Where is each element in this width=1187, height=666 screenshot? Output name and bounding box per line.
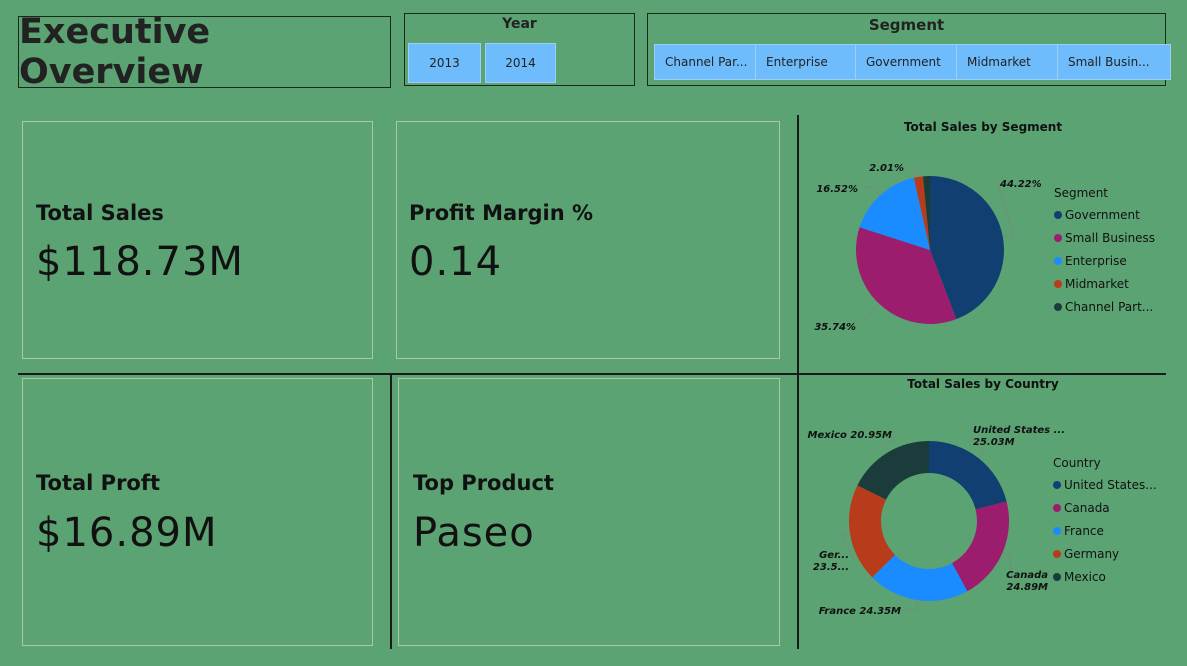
year-option-2013[interactable]: 2013: [408, 43, 481, 83]
year-slicer: Year 2013 2014: [404, 13, 635, 86]
segment-legend-item-government[interactable]: Government: [1054, 203, 1155, 226]
segment-data-label-government: 44.22%: [999, 179, 1042, 190]
country-data-label-canada-0: Canada: [1006, 570, 1048, 581]
segment-option-government[interactable]: Government: [855, 44, 968, 80]
country-legend-item-united-states[interactable]: United States...: [1053, 473, 1157, 496]
segment-legend-label-government: Government: [1065, 208, 1140, 222]
country-legend: Country United States... Canada France Germ…: [1053, 456, 1157, 588]
segment-leader-line-enterprise: [862, 186, 880, 195]
segment-legend: Segment Government Small Business Enterpri…: [1054, 186, 1155, 318]
segment-legend-item-midmarket[interactable]: Midmarket: [1054, 272, 1155, 295]
page-title: Executive Overview: [18, 16, 391, 88]
country-legend-item-germany[interactable]: Germany: [1053, 542, 1157, 565]
country-legend-dot-united-states: [1053, 481, 1061, 489]
country-legend-label-canada: Canada: [1064, 501, 1110, 515]
segment-pie-chart: Total Sales by Segment 44.22% 35.74% 16.52…: [800, 114, 1166, 372]
profit-margin-card: Profit Margin % 0.14: [396, 121, 780, 359]
profit-margin-value: 0.14: [409, 239, 502, 285]
profit-margin-label: Profit Margin %: [409, 201, 593, 225]
country-leader-line-france: [905, 600, 917, 610]
segment-legend-dot-channel-partners: [1054, 303, 1062, 311]
segment-data-label-small-business: 35.74%: [814, 322, 856, 333]
segment-leader-line-midmarket: [912, 169, 918, 177]
country-slice-united-states[interactable]: [929, 441, 1007, 509]
total-sales-value: $118.73M: [36, 239, 244, 285]
country-data-label-mexico: Mexico 20.95M: [808, 430, 893, 441]
total-profit-card: Total Proft $16.89M: [22, 378, 373, 646]
country-legend-title: Country: [1053, 456, 1157, 470]
country-donut-chart: Total Sales by Country United States ...…: [800, 374, 1166, 650]
segment-slicer-title: Segment: [648, 16, 1165, 34]
segment-legend-dot-government: [1054, 211, 1062, 219]
segment-slicer: Segment Channel Par... Enterprise Govern…: [647, 13, 1166, 86]
country-legend-item-mexico[interactable]: Mexico: [1053, 565, 1157, 588]
country-data-label-germany-0: Ger...: [819, 550, 849, 561]
country-data-label-canada-1: 24.89M: [1006, 582, 1048, 593]
total-profit-value: $16.89M: [36, 510, 217, 556]
country-slice-canada[interactable]: [952, 502, 1009, 592]
country-data-label-germany-1: 23.5...: [813, 562, 849, 573]
segment-option-enterprise[interactable]: Enterprise: [755, 44, 867, 80]
segment-data-label-enterprise: 16.52%: [816, 184, 858, 195]
segment-legend-label-channel-partners: Channel Part...: [1065, 300, 1153, 314]
top-product-value: Paseo: [413, 510, 535, 556]
country-legend-label-france: France: [1064, 524, 1104, 538]
segment-option-midmarket[interactable]: Midmarket: [956, 44, 1069, 80]
country-data-label-united-states-0: United States ...: [973, 425, 1065, 436]
segment-leader-line-small-business: [860, 304, 879, 322]
segment-legend-title: Segment: [1054, 186, 1155, 200]
segment-legend-label-enterprise: Enterprise: [1065, 254, 1127, 268]
segment-legend-item-small-business[interactable]: Small Business: [1054, 226, 1155, 249]
top-product-card: Top Product Paseo: [398, 378, 780, 646]
vertical-divider-right: [797, 115, 799, 649]
segment-legend-dot-small-business: [1054, 234, 1062, 242]
segment-legend-label-small-business: Small Business: [1065, 231, 1155, 245]
segment-legend-dot-midmarket: [1054, 280, 1062, 288]
country-legend-label-united-states: United States...: [1064, 478, 1157, 492]
segment-legend-item-enterprise[interactable]: Enterprise: [1054, 249, 1155, 272]
country-legend-dot-canada: [1053, 504, 1061, 512]
country-legend-label-mexico: Mexico: [1064, 570, 1106, 584]
country-data-label-united-states-1: 25.03M: [973, 437, 1015, 448]
country-legend-dot-germany: [1053, 550, 1061, 558]
segment-option-small-business[interactable]: Small Busin...: [1057, 44, 1171, 80]
total-sales-card: Total Sales $118.73M: [22, 121, 373, 359]
segment-legend-dot-enterprise: [1054, 257, 1062, 265]
year-option-2014[interactable]: 2014: [485, 43, 556, 83]
total-sales-label: Total Sales: [36, 201, 164, 225]
total-profit-label: Total Proft: [36, 471, 160, 495]
top-product-label: Top Product: [413, 471, 554, 495]
country-legend-label-germany: Germany: [1064, 547, 1119, 561]
country-legend-item-france[interactable]: France: [1053, 519, 1157, 542]
country-legend-dot-mexico: [1053, 573, 1061, 581]
segment-data-label-midmarket: 2.01%: [869, 163, 904, 174]
country-legend-dot-france: [1053, 527, 1061, 535]
segment-legend-item-channel-partners[interactable]: Channel Part...: [1054, 295, 1155, 318]
year-slicer-title: Year: [405, 16, 634, 32]
segment-legend-label-midmarket: Midmarket: [1065, 277, 1129, 291]
country-legend-item-canada[interactable]: Canada: [1053, 496, 1157, 519]
vertical-divider-middle: [390, 373, 392, 649]
country-data-label-france: France 24.35M: [819, 606, 901, 617]
segment-option-channel-partners[interactable]: Channel Par...: [654, 44, 767, 80]
